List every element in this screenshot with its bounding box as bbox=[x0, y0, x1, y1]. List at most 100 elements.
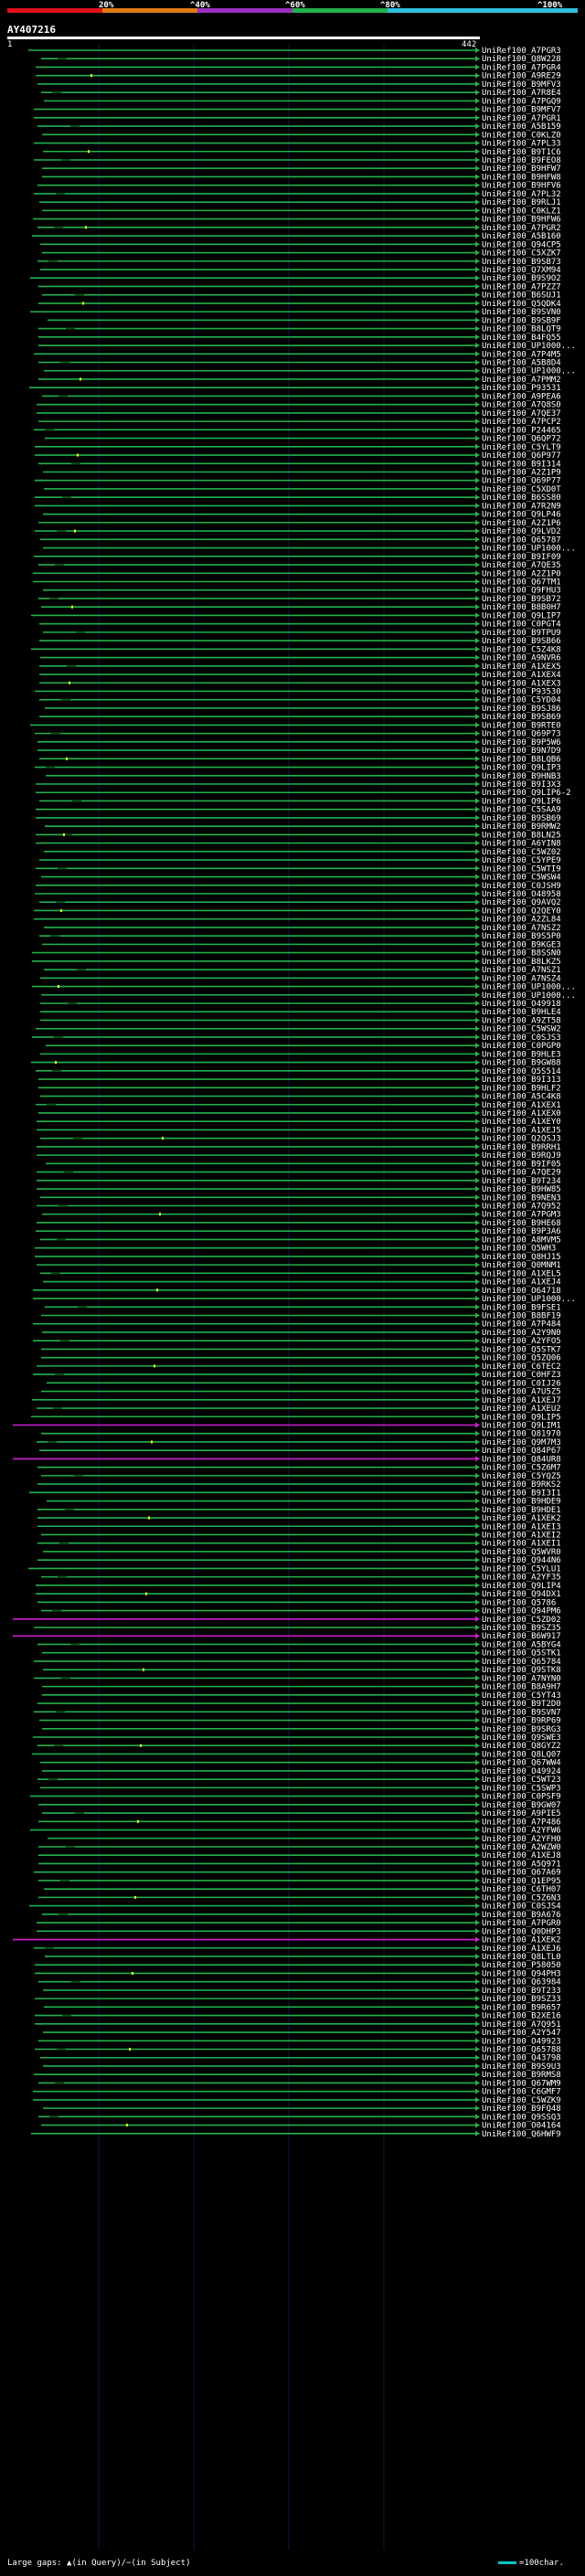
hit-label[interactable]: UniRef100_C5YLU1 bbox=[482, 1564, 561, 1574]
hit-label[interactable]: UniRef100_A7PGR1 bbox=[482, 114, 561, 123]
hit-label[interactable]: UniRef100_A5C4K8 bbox=[482, 1093, 561, 1102]
hit-label[interactable]: UniRef100_Q9SWE3 bbox=[482, 1733, 561, 1743]
hit-label[interactable]: UniRef100_Q84P67 bbox=[482, 1447, 561, 1456]
hit-label[interactable]: UniRef100_Q9LP46 bbox=[482, 511, 561, 520]
hit-label[interactable]: UniRef100_A2Z1P9 bbox=[482, 469, 561, 478]
hit-label[interactable]: UniRef100_A1XEX3 bbox=[482, 679, 561, 688]
hit-label[interactable]: UniRef100_Q5WH3 bbox=[482, 1245, 556, 1254]
hit-label[interactable]: UniRef100_A1XEJ7 bbox=[482, 1396, 561, 1405]
hit-label[interactable]: UniRef100_B9GW88 bbox=[482, 1059, 561, 1068]
hit-label[interactable]: UniRef100_A7PGR2 bbox=[482, 224, 561, 233]
hit-label[interactable]: UniRef100_B9SB69 bbox=[482, 814, 561, 823]
hit-label[interactable]: UniRef100_P58050 bbox=[482, 1961, 561, 1970]
hit-label[interactable]: UniRef100_C5WTI9 bbox=[482, 864, 561, 874]
hit-label[interactable]: UniRef100_Q7XM94 bbox=[482, 266, 561, 275]
hit-label[interactable]: UniRef100_B9RTE0 bbox=[482, 721, 561, 730]
hit-label[interactable]: UniRef100_O49918 bbox=[482, 1000, 561, 1009]
hit-label[interactable]: UniRef100_A1XEJ5 bbox=[482, 1126, 561, 1135]
hit-label[interactable]: UniRef100_UP1000... bbox=[482, 545, 576, 554]
hit-label[interactable]: UniRef100_Q5QDK4 bbox=[482, 300, 561, 309]
hit-label[interactable]: UniRef100_Q8LQ07 bbox=[482, 1750, 561, 1759]
hit-label[interactable]: UniRef100_B9HW85 bbox=[482, 1185, 561, 1194]
hit-label[interactable]: UniRef100_C0PSF9 bbox=[482, 1793, 561, 1802]
hit-label[interactable]: UniRef100_Q6QP72 bbox=[482, 435, 561, 444]
hit-label[interactable]: UniRef100_B8A9H7 bbox=[482, 1683, 561, 1692]
hit-label[interactable]: UniRef100_B8LQT9 bbox=[482, 325, 561, 334]
hit-label[interactable]: UniRef100_B9A676 bbox=[482, 1911, 561, 1920]
hit-label[interactable]: UniRef100_A7Q952 bbox=[482, 1203, 561, 1212]
hit-label[interactable]: UniRef100_B9S5P0 bbox=[482, 932, 561, 941]
hit-label[interactable]: UniRef100_B9SJ86 bbox=[482, 705, 561, 714]
hit-label[interactable]: UniRef100_A2Y547 bbox=[482, 2029, 561, 2038]
hit-label[interactable]: UniRef100_Q84UR8 bbox=[482, 1455, 561, 1464]
hit-label[interactable]: UniRef100_A7PGR3 bbox=[482, 47, 561, 56]
hit-label[interactable]: UniRef100_A5Q971 bbox=[482, 1860, 561, 1869]
hit-label[interactable]: UniRef100_P24465 bbox=[482, 426, 561, 435]
hit-label[interactable]: UniRef100_A7U5Z5 bbox=[482, 1388, 561, 1397]
hit-label[interactable]: UniRef100_A2Z1P0 bbox=[482, 569, 561, 578]
hit-label[interactable]: UniRef100_B9I3I1 bbox=[482, 1489, 561, 1498]
hit-label[interactable]: UniRef100_B9HDE1 bbox=[482, 1506, 561, 1515]
hit-label[interactable]: UniRef100_Q9LIP6 bbox=[482, 797, 561, 806]
hit-label[interactable]: UniRef100_Q5STK7 bbox=[482, 1345, 561, 1354]
hit-label[interactable]: UniRef100_B8BF19 bbox=[482, 1312, 561, 1321]
hit-label[interactable]: UniRef100_B9GW07 bbox=[482, 1801, 561, 1810]
hit-label[interactable]: UniRef100_Q94CP5 bbox=[482, 240, 561, 249]
hit-label[interactable]: UniRef100_Q9M7M3 bbox=[482, 1438, 561, 1447]
hit-label[interactable]: UniRef100_A1XEI2 bbox=[482, 1531, 561, 1540]
hit-label[interactable]: UniRef100_C5Z6N3 bbox=[482, 1893, 561, 1903]
hit-label[interactable]: UniRef100_A7PGM3 bbox=[482, 1211, 561, 1220]
hit-label[interactable]: UniRef100_A1XEJ8 bbox=[482, 1851, 561, 1860]
hit-label[interactable]: UniRef100_B9SB66 bbox=[482, 637, 561, 646]
hit-label[interactable]: UniRef100_Q65788 bbox=[482, 2046, 561, 2055]
hit-label[interactable]: UniRef100_A7NSZ1 bbox=[482, 966, 561, 975]
hit-label[interactable]: UniRef100_A7R2N9 bbox=[482, 502, 561, 511]
hit-label[interactable]: UniRef100_B9P3A6 bbox=[482, 1227, 561, 1236]
hit-label[interactable]: UniRef100_B9SB69 bbox=[482, 713, 561, 722]
hit-label[interactable]: UniRef100_B9I313 bbox=[482, 1076, 561, 1085]
hit-label[interactable]: UniRef100_A1XEX1 bbox=[482, 1101, 561, 1110]
hit-label[interactable]: UniRef100_Q9FHU3 bbox=[482, 587, 561, 596]
hit-label[interactable]: UniRef100_C5Z4K8 bbox=[482, 645, 561, 654]
hit-label[interactable]: UniRef100_B9KGE3 bbox=[482, 940, 561, 949]
hit-label[interactable]: UniRef100_Q944N6 bbox=[482, 1556, 561, 1565]
hit-label[interactable]: UniRef100_B9IF05 bbox=[482, 1160, 561, 1169]
hit-label[interactable]: UniRef100_Q67A69 bbox=[482, 1869, 561, 1878]
hit-label[interactable]: UniRef100_Q5ZQ06 bbox=[482, 1354, 561, 1363]
hit-label[interactable]: UniRef100_B4FQ55 bbox=[482, 334, 561, 343]
hit-label[interactable]: UniRef100_C0HFZ3 bbox=[482, 1371, 561, 1380]
hit-label[interactable]: UniRef100_B9SB9F bbox=[482, 316, 561, 325]
hit-label[interactable]: UniRef100_UP1000... bbox=[482, 983, 576, 992]
hit-label[interactable]: UniRef100_A1XEY0 bbox=[482, 1118, 561, 1127]
hit-label[interactable]: UniRef100_Q67WM9 bbox=[482, 2079, 561, 2088]
hit-label[interactable]: UniRef100_C0PGT4 bbox=[482, 620, 561, 630]
hit-label[interactable]: UniRef100_C6GMF7 bbox=[482, 2088, 561, 2097]
hit-label[interactable]: UniRef100_A6YIN8 bbox=[482, 840, 561, 849]
hit-label[interactable]: UniRef100_B9HLE4 bbox=[482, 1008, 561, 1017]
hit-label[interactable]: UniRef100_Q9AVQ2 bbox=[482, 898, 561, 907]
hit-label[interactable]: UniRef100_C0SJS4 bbox=[482, 1903, 561, 1912]
hit-label[interactable]: UniRef100_B9FQ48 bbox=[482, 2104, 561, 2114]
hit-label[interactable]: UniRef100_Q2QEY0 bbox=[482, 906, 561, 916]
hit-label[interactable]: UniRef100_C5WSW2 bbox=[482, 1025, 561, 1034]
hit-label[interactable]: UniRef100_C5Z6M7 bbox=[482, 1464, 561, 1473]
hit-label[interactable]: UniRef100_A7PGQ9 bbox=[482, 97, 561, 106]
hit-label[interactable]: UniRef100_C0IJ26 bbox=[482, 1379, 561, 1388]
hit-label[interactable]: UniRef100_Q69P73 bbox=[482, 730, 561, 739]
hit-label[interactable]: UniRef100_B9P5W6 bbox=[482, 738, 561, 747]
hit-label[interactable]: UniRef100_Q8LTL0 bbox=[482, 1953, 561, 1962]
hit-label[interactable]: UniRef100_B9IF09 bbox=[482, 553, 561, 562]
hit-label[interactable]: UniRef100_A2YFH0 bbox=[482, 1835, 561, 1844]
hit-label[interactable]: UniRef100_Q6HWF9 bbox=[482, 2130, 561, 2139]
hit-label[interactable]: UniRef100_A7PZZ7 bbox=[482, 282, 561, 292]
hit-label[interactable]: UniRef100_O64718 bbox=[482, 1287, 561, 1296]
hit-label[interactable]: UniRef100_B9SZ35 bbox=[482, 1624, 561, 1633]
hit-label[interactable]: UniRef100_Q81970 bbox=[482, 1430, 561, 1439]
hit-label[interactable]: UniRef100_B9S9U3 bbox=[482, 2062, 561, 2072]
hit-label[interactable]: UniRef100_Q8W228 bbox=[482, 55, 561, 64]
hit-label[interactable]: UniRef100_A7PGR4 bbox=[482, 63, 561, 72]
hit-label[interactable]: UniRef100_C5XD0T bbox=[482, 485, 561, 494]
hit-label[interactable]: UniRef100_Q5WVR0 bbox=[482, 1548, 561, 1557]
hit-label[interactable]: UniRef100_Q43798 bbox=[482, 2054, 561, 2063]
hit-label[interactable]: UniRef100_B9FEO8 bbox=[482, 156, 561, 165]
